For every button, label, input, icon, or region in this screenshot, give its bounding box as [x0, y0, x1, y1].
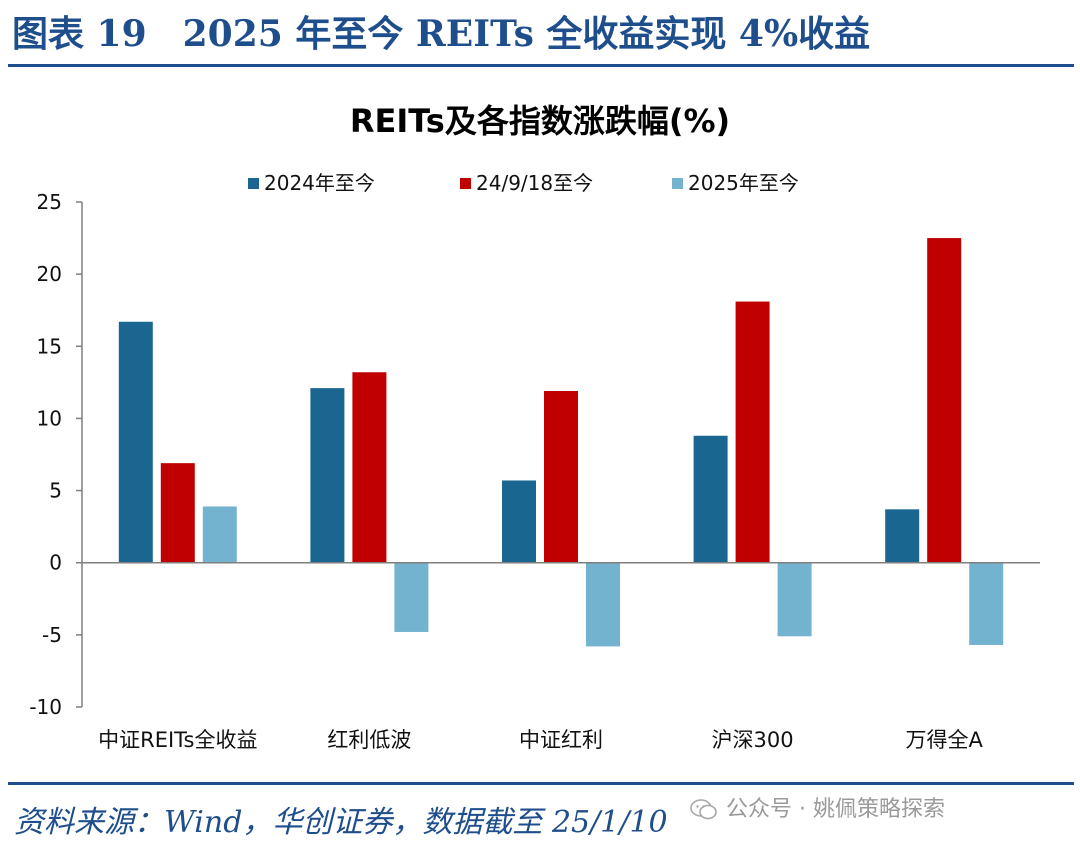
- watermark-text: 公众号 · 姚佩策略探索: [726, 797, 945, 822]
- bottom-divider: [8, 782, 1074, 785]
- y-tick-label: 5: [49, 479, 62, 503]
- bar-series-1: [502, 480, 536, 563]
- legend-label: 2024年至今: [264, 171, 375, 195]
- y-tick-label: -10: [29, 695, 62, 719]
- y-axis: 25 20 15 10 5 0 -5 -10: [29, 190, 83, 719]
- bars: [118, 238, 1004, 647]
- legend-label: 24/9/18至今: [476, 171, 593, 195]
- figure-title: 图表 19 2025 年至今 REITs 全收益实现 4%收益: [12, 13, 871, 55]
- bar-series-2: [544, 391, 578, 563]
- y-tick-label: 20: [37, 262, 62, 286]
- y-tick-label: 0: [49, 551, 62, 575]
- chart-title: REITs及各指数涨跌幅(%): [350, 102, 730, 140]
- x-category-label: 沪深300: [712, 728, 794, 752]
- bar-series-3: [586, 562, 620, 647]
- bar-series-3: [394, 562, 429, 632]
- x-category-label: 中证REITs全收益: [98, 728, 257, 752]
- bar-series-3: [969, 562, 1004, 645]
- bar-series-2: [352, 372, 387, 563]
- x-category-label: 中证红利: [519, 728, 603, 752]
- bar-series-3: [202, 506, 237, 563]
- bar-series-1: [885, 509, 920, 563]
- top-divider: [8, 64, 1074, 67]
- source-note: 资料来源：Wind，华创证券，数据截至 25/1/10: [14, 805, 668, 840]
- legend: 2024年至今 24/9/18至今 2025年至今: [248, 171, 799, 195]
- watermark: 公众号 · 姚佩策略探索: [690, 792, 945, 828]
- y-tick-label: 10: [37, 406, 62, 430]
- legend-swatch: [460, 178, 471, 189]
- bar-chart: REITs及各指数涨跌幅(%) 2024年至今 24/9/18至今 2025年至今 …: [29, 102, 1040, 752]
- x-axis-labels: 中证REITs全收益 红利低波 中证红利 沪深300 万得全A: [98, 728, 983, 752]
- legend-swatch: [672, 178, 683, 189]
- bar-series-2: [735, 301, 770, 563]
- y-tick-label: -5: [42, 623, 62, 647]
- legend-label: 2025年至今: [688, 171, 799, 195]
- wechat-icon: [690, 799, 717, 820]
- x-category-label: 红利低波: [327, 728, 411, 752]
- bar-series-1: [310, 388, 345, 563]
- x-category-label: 万得全A: [906, 728, 984, 752]
- bar-series-3: [777, 562, 812, 637]
- bar-series-1: [693, 435, 728, 563]
- legend-swatch: [248, 178, 259, 189]
- y-tick-label: 15: [37, 334, 62, 358]
- y-tick-label: 25: [37, 190, 62, 214]
- bar-series-2: [160, 463, 195, 563]
- bar-series-2: [927, 238, 962, 563]
- bar-series-1: [118, 321, 153, 563]
